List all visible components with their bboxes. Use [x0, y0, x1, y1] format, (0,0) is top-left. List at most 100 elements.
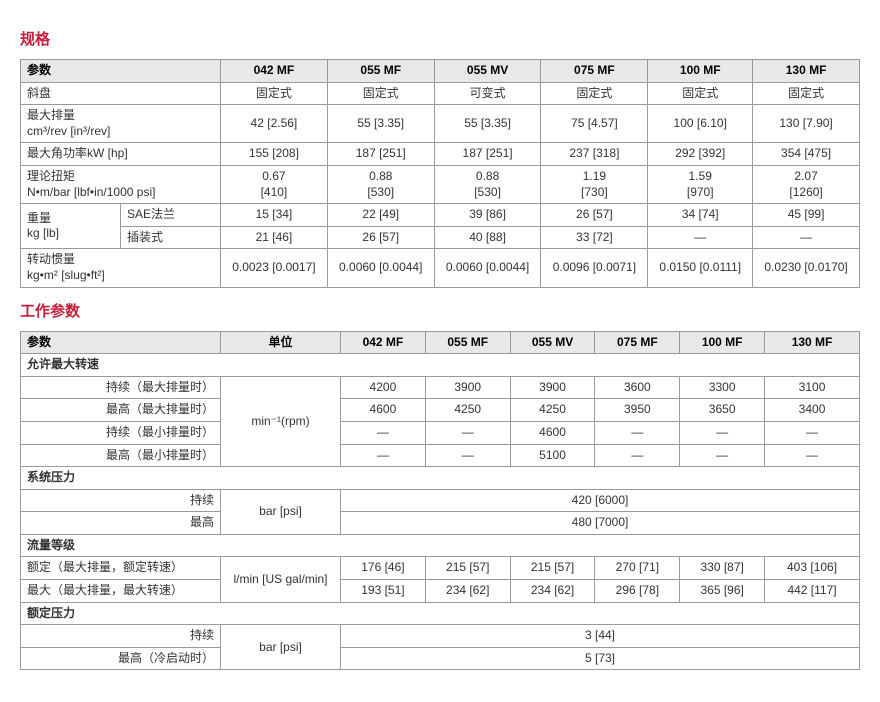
cell: 0.88[530] [327, 165, 434, 203]
torque-label: 理论扭矩N•m/bar [lbf•in/1000 psi] [21, 165, 221, 203]
cell: 4250 [510, 399, 595, 422]
cell: — [425, 444, 510, 467]
flow-r1: 额定（最大排量，额定转速） l/min [US gal/min] 176 [46… [21, 557, 860, 580]
cell: 3 [44] [341, 625, 860, 648]
cell: — [680, 421, 765, 444]
cell: 176 [46] [341, 557, 426, 580]
cell: 22 [49] [327, 204, 434, 227]
cell: 442 [117] [765, 580, 860, 603]
cell: 365 [96] [680, 580, 765, 603]
ratedpress-title: 额定压力 [21, 602, 860, 625]
cell: 354 [475] [753, 143, 860, 166]
work-model-4: 100 MF [680, 331, 765, 354]
spec-model-2: 055 MV [434, 60, 541, 83]
cell: 0.0230 [0.0170] [753, 249, 860, 287]
cell: 15 [34] [221, 204, 328, 227]
syspress-r2: 最高 480 [7000] [21, 512, 860, 535]
cell: 固定式 [541, 82, 648, 105]
inertia-row: 转动惯量kg•m² [slug•ft²] 0.0023 [0.0017] 0.0… [21, 249, 860, 287]
cell: — [680, 444, 765, 467]
cell: 420 [6000] [341, 489, 860, 512]
swash-label: 斜盘 [21, 82, 221, 105]
cell: 155 [208] [221, 143, 328, 166]
speed-r1: 持续（最大排量时） min⁻¹(rpm) 4200 3900 3900 3600… [21, 376, 860, 399]
row-label: 最高（最小排量时） [21, 444, 221, 467]
cell: 固定式 [221, 82, 328, 105]
cell: 237 [318] [541, 143, 648, 166]
row-label: 最高（冷启动时） [21, 647, 221, 670]
spec-model-5: 130 MF [753, 60, 860, 83]
cell: 234 [62] [425, 580, 510, 603]
work-header-param: 参数 [21, 331, 221, 354]
row-label: 最大（最大排量，最大转速） [21, 580, 221, 603]
cell: 193 [51] [341, 580, 426, 603]
flow-r2: 最大（最大排量，最大转速） 193 [51] 234 [62] 234 [62]… [21, 580, 860, 603]
ratedpress-unit: bar [psi] [221, 625, 341, 670]
cell: 270 [71] [595, 557, 680, 580]
cell: 4600 [510, 421, 595, 444]
cell: 26 [57] [327, 226, 434, 249]
cell: — [595, 421, 680, 444]
cell: 330 [87] [680, 557, 765, 580]
cell: — [595, 444, 680, 467]
cell: — [341, 421, 426, 444]
swash-row: 斜盘 固定式 固定式 可变式 固定式 固定式 固定式 [21, 82, 860, 105]
spec-model-4: 100 MF [648, 60, 753, 83]
work-model-1: 055 MF [425, 331, 510, 354]
cell: — [341, 444, 426, 467]
cell: 55 [3.35] [327, 105, 434, 143]
work-header-unit: 单位 [221, 331, 341, 354]
cell: 296 [78] [595, 580, 680, 603]
torque-row: 理论扭矩N•m/bar [lbf•in/1000 psi] 0.67[410] … [21, 165, 860, 203]
cell: 42 [2.56] [221, 105, 328, 143]
work-model-0: 042 MF [341, 331, 426, 354]
speed-title: 允许最大转速 [21, 354, 860, 377]
power-label: 最大角功率kW [hp] [21, 143, 221, 166]
disp-row: 最大排量cm³/rev [in³/rev] 42 [2.56] 55 [3.35… [21, 105, 860, 143]
cell: 234 [62] [510, 580, 595, 603]
work-header-row: 参数 单位 042 MF 055 MF 055 MV 075 MF 100 MF… [21, 331, 860, 354]
syspress-title: 系统压力 [21, 467, 860, 490]
weight-cart-row: 插装式 21 [46] 26 [57] 40 [88] 33 [72] — — [21, 226, 860, 249]
cell: 3400 [765, 399, 860, 422]
cell: 187 [251] [434, 143, 541, 166]
cell: 5100 [510, 444, 595, 467]
weight-label: 重量kg [lb] [21, 204, 121, 249]
cell: 0.0060 [0.0044] [327, 249, 434, 287]
cell: 4600 [341, 399, 426, 422]
work-model-2: 055 MV [510, 331, 595, 354]
cell: 3900 [425, 376, 510, 399]
cell: 0.0023 [0.0017] [221, 249, 328, 287]
cell: 403 [106] [765, 557, 860, 580]
cell: 21 [46] [221, 226, 328, 249]
row-label: 持续 [21, 625, 221, 648]
cell: 3650 [680, 399, 765, 422]
cell: 固定式 [327, 82, 434, 105]
cell: 3300 [680, 376, 765, 399]
flow-unit: l/min [US gal/min] [221, 557, 341, 602]
cell: 215 [57] [425, 557, 510, 580]
cell: 3950 [595, 399, 680, 422]
cell: 130 [7.90] [753, 105, 860, 143]
weight-sae-row: 重量kg [lb] SAE法兰 15 [34] 22 [49] 39 [86] … [21, 204, 860, 227]
speed-unit: min⁻¹(rpm) [221, 376, 341, 466]
speed-r4: 最高（最小排量时） — — 5100 — — — [21, 444, 860, 467]
cell: 3900 [510, 376, 595, 399]
cell: 215 [57] [510, 557, 595, 580]
ratedpress-r2: 最高（冷启动时） 5 [73] [21, 647, 860, 670]
cell: 0.67[410] [221, 165, 328, 203]
weight-sae-label: SAE法兰 [121, 204, 221, 227]
syspress-r1: 持续 bar [psi] 420 [6000] [21, 489, 860, 512]
disp-label: 最大排量cm³/rev [in³/rev] [21, 105, 221, 143]
cell: 0.0150 [0.0111] [648, 249, 753, 287]
cell: 40 [88] [434, 226, 541, 249]
spec-model-3: 075 MF [541, 60, 648, 83]
cell: 2.07[1260] [753, 165, 860, 203]
cell: 5 [73] [341, 647, 860, 670]
cell: 33 [72] [541, 226, 648, 249]
cell: 26 [57] [541, 204, 648, 227]
ratedpress-r1: 持续 bar [psi] 3 [44] [21, 625, 860, 648]
speed-r2: 最高（最大排量时） 4600 4250 4250 3950 3650 3400 [21, 399, 860, 422]
cell: 187 [251] [327, 143, 434, 166]
work-title: 工作参数 [20, 300, 860, 321]
